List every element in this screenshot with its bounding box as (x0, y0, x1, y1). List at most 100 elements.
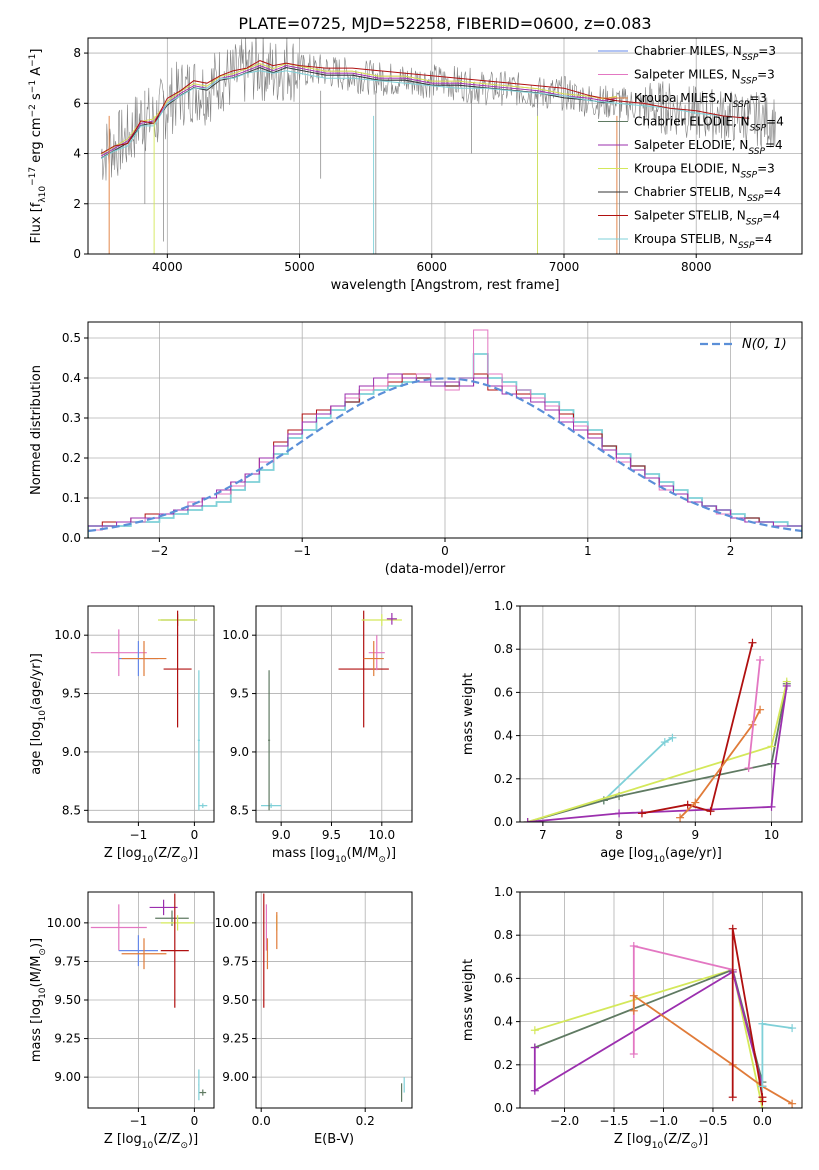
axes-frame (519, 891, 803, 1109)
legend-label: Chabrier STELIB, NSSP=4 (634, 185, 781, 204)
mass-vs-Z-axes (88, 892, 214, 1108)
mass-vs-ebv-errorbars (263, 893, 405, 1102)
label-part: (Z/Z (663, 1132, 690, 1147)
x-tick-label: 4000 (152, 260, 183, 274)
axes-frame (255, 605, 413, 823)
label-part: λ (38, 197, 48, 203)
label-part: 10 (142, 1141, 154, 1151)
mass-weight-line (747, 659, 761, 769)
y-tick-label: 8.5 (230, 803, 249, 817)
legend-label-text: Kroupa STELIB, N (634, 232, 738, 246)
legend-label-suffix: =3 (758, 44, 776, 58)
legend-label-suffix: =4 (766, 115, 784, 129)
label-part: )] (188, 1132, 198, 1147)
y-tick-label: 0.8 (494, 642, 513, 656)
x-tick-label: 0 (441, 544, 449, 558)
gaussian-curve (88, 377, 802, 533)
spectrum-lines (100, 38, 776, 254)
x-tick-label: −1 (130, 828, 148, 842)
x-tick-label: 9 (691, 828, 699, 842)
x-tick-label: −1 (130, 1114, 148, 1128)
x-tick-label: −2 (151, 544, 169, 558)
label-part: age [log (29, 722, 44, 775)
label-part: mass [log (272, 846, 335, 861)
legend-label-text: Chabrier MILES, N (634, 44, 742, 58)
y-tick-label: 1.0 (494, 599, 513, 613)
label-part: −17 (28, 167, 38, 186)
legend-label-sub: SSP (738, 241, 755, 251)
y-tick-label: 0.0 (494, 815, 513, 829)
y-tick-label: 9.25 (222, 1032, 249, 1046)
legend-label-text: Chabrier STELIB, N (634, 185, 747, 199)
legend-label-text: Chabrier ELODIE, N (634, 115, 750, 129)
x-tick-label: 0 (191, 828, 199, 842)
label-part: )] (386, 846, 396, 861)
legend-label: Salpeter STELIB, NSSP=4 (634, 209, 780, 228)
y-tick-label: 2 (73, 197, 81, 211)
axes-frame (87, 37, 803, 255)
legend-label: Kroupa MILES, NSSP=3 (634, 91, 767, 110)
axes-frame (87, 605, 215, 823)
label-part: ⊙ (690, 1141, 698, 1151)
legend-label: N(0, 1) (742, 337, 787, 352)
y-axis-label: mass weight (461, 959, 476, 1041)
label-part: (Z/Z (153, 846, 180, 861)
mass-weight-line (534, 968, 764, 1108)
legend-label-sub: SSP (741, 171, 758, 181)
label-part: 10 (652, 1141, 664, 1151)
legend-label-text: Kroupa ELODIE, N (634, 162, 741, 176)
label-part: mass [log (29, 999, 44, 1062)
age-vs-mass-errorbars (261, 610, 402, 811)
residuals-frame: −2 −1 0 1 2 0.0 0.1 0.2 0.3 0.4 0.5 (data-model)/er… (29, 321, 803, 577)
y-tick-label: 9.00 (222, 1070, 249, 1084)
age-vs-Z-errorbars (90, 610, 208, 811)
y-tick-label: 0.0 (494, 1101, 513, 1115)
y-tick-label: 8 (73, 46, 81, 60)
massweight-vs-Z-frame: −2.0 −1.5 −1.0 −0.5 0.0 0.0 0.2 0.4 0.6 0.8 1.0 Z [… (461, 885, 803, 1151)
x-tick-label: 0.0 (753, 1114, 772, 1128)
x-tick-label: 0.0 (252, 1114, 271, 1128)
y-tick-label: 0.4 (494, 729, 513, 743)
legend-label-sub: SSP (750, 124, 767, 134)
legend-label: Chabrier ELODIE, NSSP=4 (634, 115, 784, 134)
x-tick-label: −1 (293, 544, 311, 558)
residual-hists (88, 329, 802, 538)
spectrum-frame: 4000 5000 6000 7000 8000 0 2 4 6 8 wavelength [Ang… (28, 37, 803, 293)
spectrum-model-line (101, 65, 617, 157)
mass-weight-line (527, 681, 788, 822)
label-part: )] (698, 1132, 708, 1147)
y-tick-label: 9.75 (222, 954, 249, 968)
x-axis-label: Z [log10(Z/Z⊙)] (104, 1132, 198, 1151)
label-part: 10 (38, 987, 48, 999)
label-part: ⊙ (378, 855, 386, 865)
y-tick-label: 0.6 (494, 971, 513, 985)
y-tick-label: 0.4 (494, 1015, 513, 1029)
x-tick-label: 0.2 (356, 1114, 375, 1128)
legend-label: Salpeter ELODIE, NSSP=4 (634, 138, 783, 157)
spectrum-salpeter-stelib-line (100, 60, 750, 154)
y-tick-label: 10.0 (54, 628, 81, 642)
x-axis-label: E(B-V) (314, 1132, 354, 1147)
legend-label-suffix: =3 (757, 162, 775, 176)
mass-weight-line (603, 737, 673, 802)
legend-label: Kroupa ELODIE, NSSP=3 (634, 162, 775, 181)
label-part: (age/yr)] (665, 846, 722, 861)
label-part: (M/M (29, 956, 44, 988)
label-part: Z [log (104, 1132, 142, 1147)
y-axis-label: mass [log10(M/M⊙)] (29, 938, 48, 1062)
x-tick-label: 2 (727, 544, 735, 558)
massweight-vs-age-series (523, 638, 791, 822)
x-tick-label: −1.5 (599, 1114, 628, 1128)
y-tick-label: 9.50 (54, 993, 81, 1007)
y-tick-label: 0.8 (494, 928, 513, 942)
y-tick-label: 0.2 (494, 1058, 513, 1072)
mass-weight-line (632, 944, 733, 1054)
x-tick-label: 5000 (284, 260, 315, 274)
legend-label-sub: SSP (747, 194, 764, 204)
x-axis-label: Z [log10(Z/Z⊙)] (614, 1132, 708, 1151)
x-tick-label: 8000 (681, 260, 712, 274)
y-tick-label: 6 (73, 96, 81, 110)
